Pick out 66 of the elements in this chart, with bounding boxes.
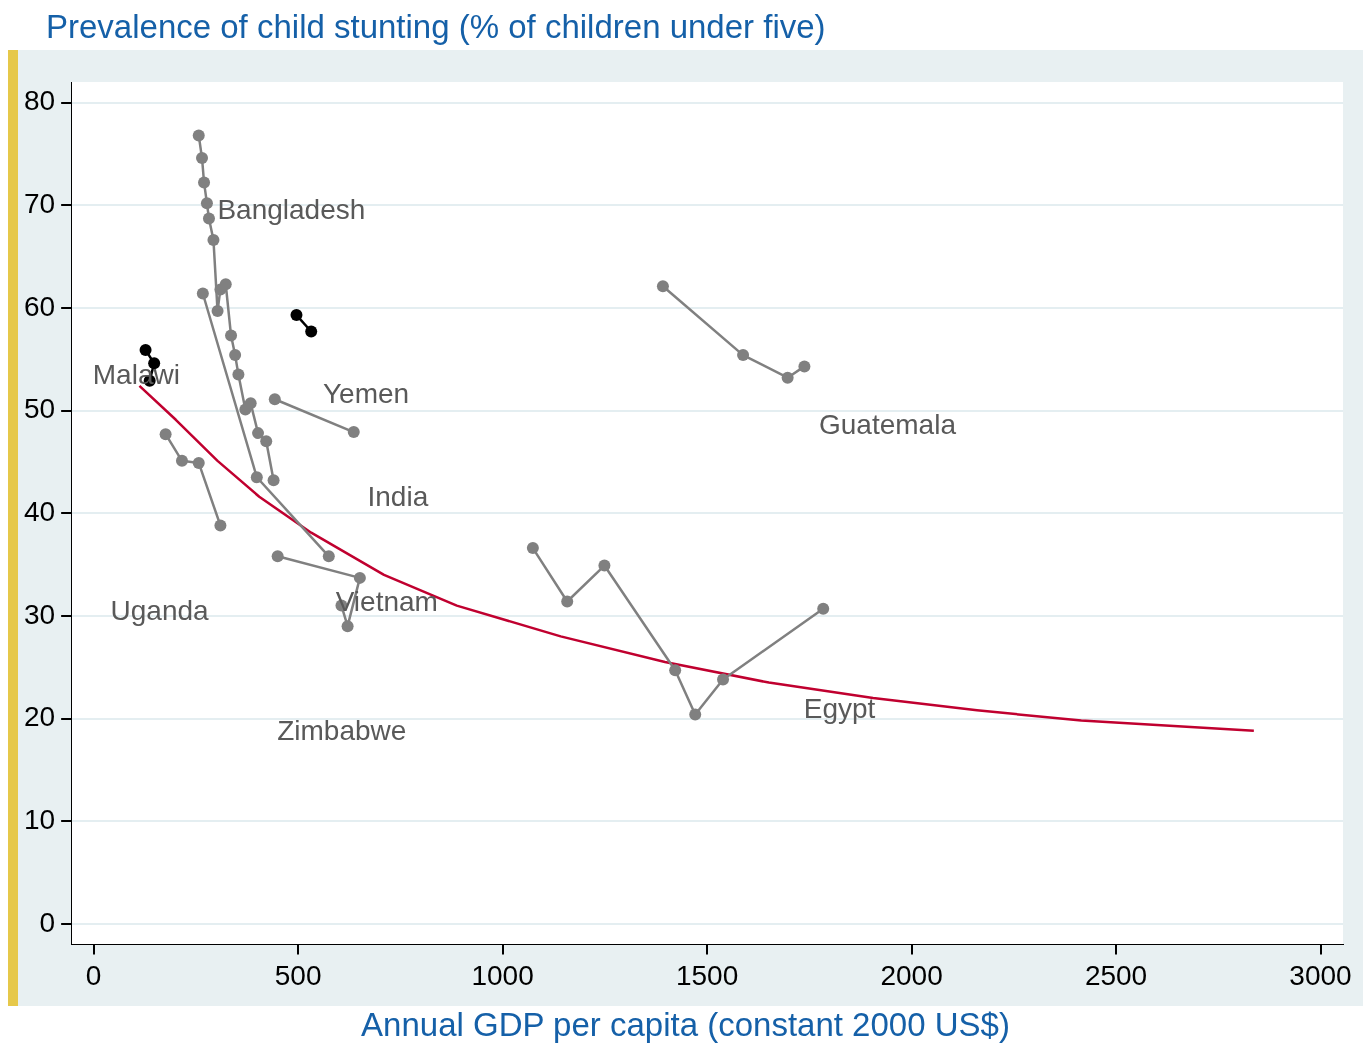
x-tick-label: 1000: [471, 959, 534, 991]
point: [250, 471, 263, 484]
x-tick-label: 1500: [675, 959, 739, 991]
point: [198, 176, 211, 189]
point: [268, 393, 281, 406]
point: [817, 602, 830, 615]
point: [689, 708, 702, 721]
y-tick-label: 80: [23, 85, 56, 117]
y-tick-label: 20: [23, 701, 56, 733]
point: [347, 426, 360, 439]
point: [219, 278, 232, 291]
point: [175, 454, 188, 467]
point: [271, 550, 284, 563]
annotation: Egypt: [803, 692, 876, 724]
y-tick-label: 40: [23, 495, 56, 527]
y-tick-label: 70: [23, 187, 56, 219]
chart-title: Prevalence of child stunting (% of children under five): [46, 8, 826, 46]
point: [322, 550, 335, 563]
point: [267, 474, 280, 487]
y-tick-label: 0: [39, 906, 56, 938]
point: [341, 620, 354, 633]
point: [798, 360, 811, 373]
point: [598, 559, 611, 572]
point: [192, 129, 205, 142]
point: [159, 428, 172, 441]
point: [202, 212, 215, 225]
point: [526, 542, 539, 555]
annotation: Uganda: [110, 595, 210, 627]
x-tick-label: 2500: [1084, 959, 1148, 991]
annotation: India: [367, 481, 429, 513]
point: [305, 325, 318, 338]
point: [244, 397, 257, 410]
point: [225, 329, 238, 342]
x-axis-title: Annual GDP per capita (constant 2000 US$): [360, 1006, 1011, 1044]
x-tick-label: 3000: [1289, 959, 1352, 991]
x-tick-label: 2000: [880, 959, 943, 991]
point: [561, 595, 574, 608]
y-tick-label: 30: [23, 598, 56, 630]
annotation: Zimbabwe: [277, 714, 407, 746]
point: [669, 664, 682, 677]
point: [139, 343, 152, 356]
x-tick-label: 0: [85, 959, 102, 991]
x-tick-label: 500: [274, 959, 322, 991]
point: [260, 435, 273, 448]
point: [232, 368, 245, 381]
annotation: Guatemala: [819, 408, 957, 440]
point: [717, 673, 730, 686]
annotation: Yemen: [322, 377, 410, 409]
y-tick-label: 50: [23, 393, 56, 425]
point: [196, 151, 209, 164]
annotation: Bangladesh: [217, 194, 366, 226]
point: [207, 234, 220, 247]
point: [211, 304, 224, 317]
point: [192, 456, 205, 469]
point: [252, 427, 265, 440]
point: [656, 280, 669, 293]
point: [737, 349, 750, 362]
point: [196, 287, 209, 300]
point: [353, 571, 366, 584]
y-tick-label: 60: [23, 290, 56, 322]
point: [229, 349, 242, 362]
point: [781, 371, 794, 384]
point: [200, 197, 213, 210]
point: [214, 519, 227, 532]
y-tick-label: 10: [23, 803, 56, 835]
point: [290, 309, 303, 322]
